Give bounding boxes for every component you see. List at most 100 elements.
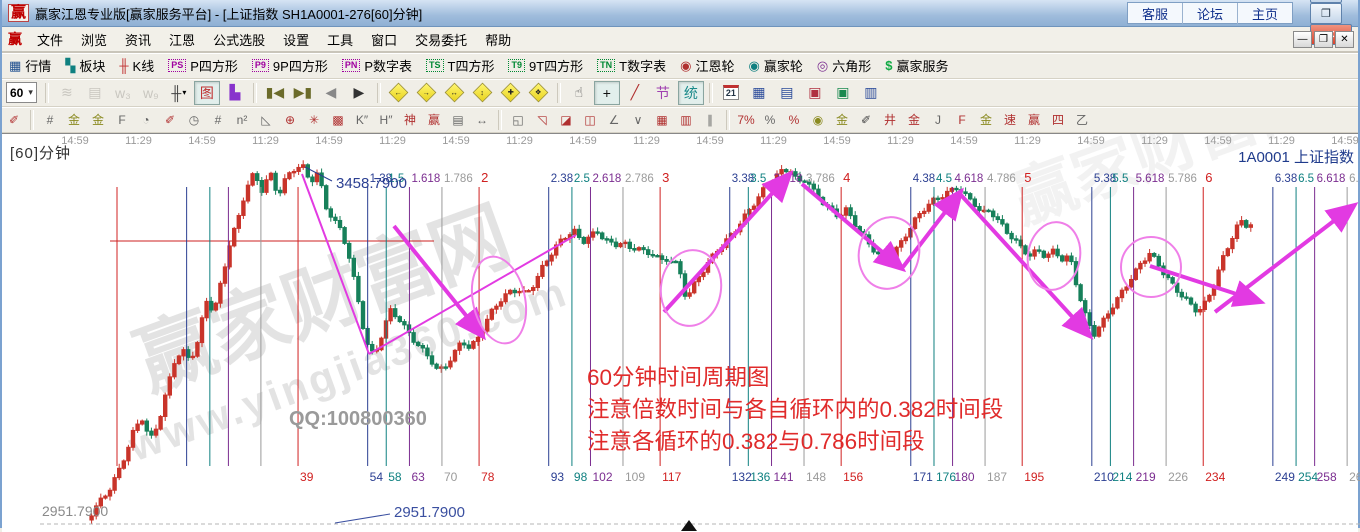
- mdi-close-button[interactable]: ✕: [1335, 30, 1354, 48]
- draw-tool-icon[interactable]: ▩: [332, 112, 344, 127]
- draw-tool-icon[interactable]: %: [764, 112, 776, 127]
- menu-item-资讯[interactable]: 资讯: [125, 32, 152, 48]
- draw-tool-icon[interactable]: K″: [355, 112, 369, 127]
- calendar-button[interactable]: 21: [718, 81, 744, 105]
- t9-square-button[interactable]: T9 9T四方形: [503, 55, 588, 76]
- kline-button[interactable]: ╫ K线: [114, 55, 159, 76]
- menu-item-帮助[interactable]: 帮助: [485, 32, 512, 48]
- draw-tool-icon[interactable]: 7%: [737, 112, 755, 127]
- sectors-button[interactable]: ▚ 板块: [60, 55, 110, 76]
- draw-tool-icon[interactable]: ◱: [512, 112, 524, 127]
- p9-square-button[interactable]: P9 9P四方形: [247, 55, 333, 76]
- draw-tool-icon[interactable]: 金: [979, 113, 992, 127]
- cycle-mark-button[interactable]: 节: [650, 81, 676, 105]
- draw-tool-icon[interactable]: H″: [379, 112, 393, 127]
- draw-tool-icon[interactable]: ⊕: [284, 112, 296, 127]
- draw-tool-icon[interactable]: #: [46, 112, 54, 127]
- p-table-button[interactable]: PN P数字表: [337, 55, 417, 76]
- draw-tool-icon[interactable]: 金: [907, 113, 920, 127]
- draw-tool-icon[interactable]: ◔: [142, 112, 150, 127]
- draw-tool-icon[interactable]: ↔: [476, 112, 488, 127]
- menu-item-文件[interactable]: 文件: [37, 32, 64, 48]
- calculator-button[interactable]: ▦: [746, 81, 772, 105]
- draw-tool-icon[interactable]: F: [118, 112, 126, 127]
- draw-tool-icon[interactable]: ✐: [164, 112, 176, 127]
- draw-tool-icon[interactable]: 速: [1003, 113, 1016, 127]
- t-table-button[interactable]: TN T数字表: [592, 55, 671, 76]
- trade-button[interactable]: ▥: [858, 81, 884, 105]
- wave9-icon[interactable]: w₉: [138, 81, 164, 105]
- draw-tool-icon[interactable]: ◪: [560, 112, 572, 127]
- draw-tool-icon[interactable]: ◫: [584, 112, 596, 127]
- draw-tool-icon[interactable]: J: [935, 112, 941, 127]
- report-button[interactable]: ▤: [774, 81, 800, 105]
- draw-tool-icon[interactable]: 井: [883, 113, 896, 127]
- draw-tool-icon[interactable]: ✳: [308, 112, 320, 127]
- winner-wheel-button[interactable]: ◉ 赢家轮: [743, 55, 807, 76]
- mdi-restore-button[interactable]: ❐: [1314, 30, 1333, 48]
- zoom-vertical-button[interactable]: ↕: [470, 81, 496, 105]
- service-button[interactable]: 客服: [1128, 2, 1183, 24]
- draw-tool-icon[interactable]: 四: [1051, 113, 1064, 127]
- draw-tool-icon[interactable]: #: [214, 112, 222, 127]
- draw-tool-icon[interactable]: 乙: [1075, 113, 1088, 127]
- winner-service-button[interactable]: $ 赢家服务: [880, 55, 953, 76]
- t-square-button[interactable]: TS T四方形: [421, 55, 499, 76]
- fit-screen-button[interactable]: ❖: [526, 81, 552, 105]
- draw-tool-icon[interactable]: ◺: [261, 112, 271, 127]
- nav-last-button[interactable]: ▶▮: [290, 81, 316, 105]
- menu-item-浏览[interactable]: 浏览: [81, 32, 108, 48]
- restore-button[interactable]: ❐: [1310, 2, 1342, 24]
- shrink-right-button[interactable]: →: [414, 81, 440, 105]
- export-button[interactable]: ▣: [830, 81, 856, 105]
- nav-prev-button[interactable]: ◀: [318, 81, 344, 105]
- zoom-all-button[interactable]: ✚: [498, 81, 524, 105]
- nav-next-button[interactable]: ▶: [346, 81, 372, 105]
- hexagon-button[interactable]: ◎ 六角形: [812, 55, 876, 76]
- candle-style-select[interactable]: ╫ ▾: [166, 81, 192, 105]
- forum-button[interactable]: 论坛: [1183, 2, 1238, 24]
- mdi-minimize-button[interactable]: —: [1293, 30, 1312, 48]
- color-analysis-icon[interactable]: ▙: [222, 81, 248, 105]
- menu-item-窗口[interactable]: 窗口: [371, 32, 398, 48]
- menu-item-江恩[interactable]: 江恩: [169, 32, 196, 48]
- draw-tool-icon[interactable]: %: [788, 112, 800, 127]
- trend-line-button[interactable]: ╱: [622, 81, 648, 105]
- drag-hand-button[interactable]: ☝: [566, 81, 592, 105]
- info-panel-icon[interactable]: ▤: [82, 81, 108, 105]
- draw-tool-icon[interactable]: ✐: [860, 112, 872, 127]
- quotes-button[interactable]: ▦ 行情: [4, 55, 56, 76]
- draw-tool-icon[interactable]: 赢: [1027, 113, 1040, 127]
- draw-tool-icon[interactable]: ◹: [537, 112, 547, 127]
- draw-tool-icon[interactable]: 赢: [427, 113, 440, 127]
- draw-tool-icon[interactable]: 神: [403, 113, 416, 127]
- draw-tool-icon[interactable]: 金: [67, 113, 80, 127]
- minimize-button[interactable]: —: [1310, 0, 1342, 3]
- draw-tool-icon[interactable]: F: [958, 112, 966, 127]
- menu-item-公式选股[interactable]: 公式选股: [213, 32, 266, 48]
- pattern-view-icon[interactable]: ≋: [54, 81, 80, 105]
- draw-tool-icon[interactable]: ◉: [812, 112, 824, 127]
- crosshair-button[interactable]: +: [593, 80, 620, 105]
- review-icon[interactable]: 图: [193, 80, 220, 105]
- wave3-icon[interactable]: w₃: [110, 81, 136, 105]
- draw-tool-icon[interactable]: ∥: [707, 112, 713, 127]
- home-button[interactable]: 主页: [1251, 6, 1278, 22]
- draw-tool-icon[interactable]: ▥: [680, 112, 692, 127]
- draw-tool-icon[interactable]: 金: [91, 113, 104, 127]
- draw-tool-icon[interactable]: ▦: [656, 112, 668, 127]
- draw-tool-icon[interactable]: ▤: [452, 112, 464, 127]
- stats-button[interactable]: 统: [677, 80, 704, 105]
- gann-wheel-button[interactable]: ◉ 江恩轮: [675, 55, 739, 76]
- menu-item-交易委托[interactable]: 交易委托: [415, 32, 468, 48]
- shrink-left-button[interactable]: ←: [386, 81, 412, 105]
- draw-tool-icon[interactable]: 金: [835, 113, 848, 127]
- draw-tool-icon[interactable]: ◷: [188, 112, 200, 127]
- save-button[interactable]: ▣: [802, 81, 828, 105]
- draw-tool-icon[interactable]: ∨: [633, 112, 643, 127]
- chart-area[interactable]: [60]分钟 赢家财富网 www.yingjia360.com 赢家财富网 1.38 1…: [2, 133, 1360, 532]
- menu-item-设置[interactable]: 设置: [283, 32, 310, 48]
- draw-tool-icon[interactable]: ✐: [8, 112, 20, 127]
- draw-tool-icon[interactable]: ∠: [608, 112, 620, 127]
